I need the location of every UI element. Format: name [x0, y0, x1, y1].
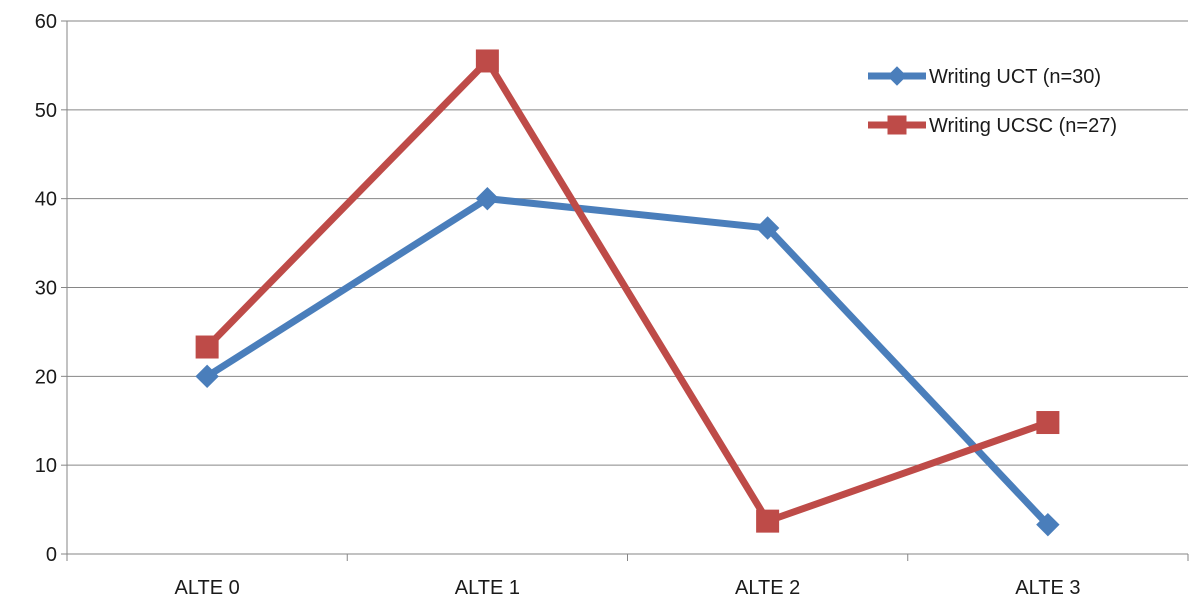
legend-marker [887, 66, 907, 86]
y-tick-label: 20 [35, 366, 57, 388]
y-tick-label: 30 [35, 278, 57, 300]
axes [61, 20, 1189, 561]
x-tick-label: ALTE 1 [455, 577, 520, 599]
x-tick-label: ALTE 3 [1015, 577, 1080, 599]
x-tick-labels: ALTE 0 ALTE 1 ALTE 2 ALTE 3 [175, 577, 1081, 599]
series-line [203, 195, 1052, 529]
y-tick-label: 40 [35, 189, 57, 211]
data-point [756, 509, 780, 533]
x-tick-label: ALTE 0 [175, 577, 240, 599]
series-1 [195, 186, 1060, 537]
legend-label: Writing UCT (n=30) [929, 66, 1101, 88]
legend-marker [887, 115, 907, 135]
legend: Writing UCT (n=30) Writing UCSC (n=27) [868, 66, 1117, 137]
data-point [195, 335, 219, 359]
legend-label: Writing UCSC (n=27) [929, 115, 1117, 137]
data-point [1036, 411, 1060, 435]
data-point [1036, 512, 1060, 537]
data-point [475, 186, 500, 211]
y-tick-label: 0 [46, 544, 57, 566]
legend-item: Writing UCT (n=30) [868, 66, 1101, 88]
data-point [195, 364, 219, 389]
y-tick-labels: 0 10 20 30 40 50 60 [35, 11, 57, 566]
y-tick-label: 10 [35, 455, 57, 477]
series [195, 49, 1060, 537]
y-tick-label: 50 [35, 100, 57, 122]
data-point [755, 216, 780, 240]
series-2 [195, 49, 1060, 533]
y-tick-label: 60 [35, 11, 57, 33]
x-tick-label: ALTE 2 [735, 577, 800, 599]
series-line [203, 57, 1052, 525]
data-point [475, 49, 499, 73]
legend-item: Writing UCSC (n=27) [868, 115, 1117, 137]
